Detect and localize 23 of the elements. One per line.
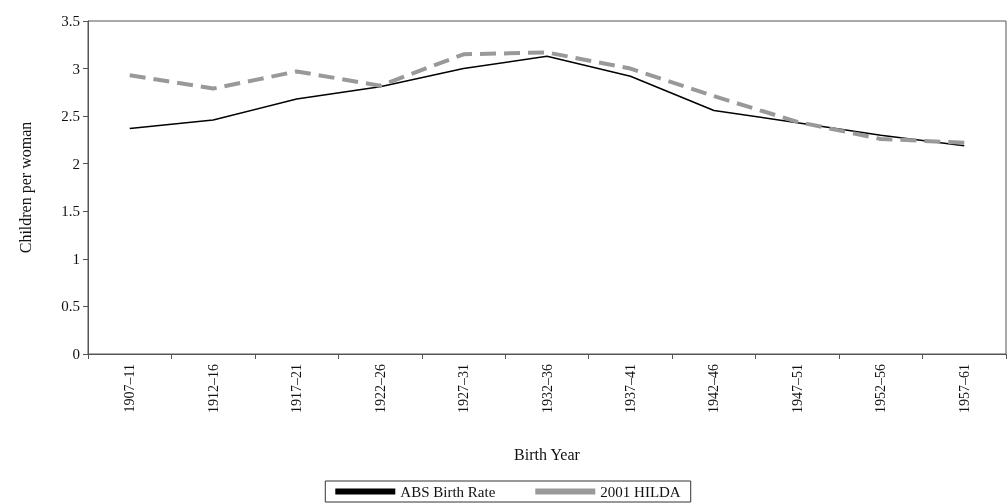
y-tick-label: 0.5 bbox=[61, 298, 80, 315]
y-tick-label: 1 bbox=[72, 250, 80, 267]
y-tick-label: 3.5 bbox=[61, 13, 80, 29]
x-tick-label: 1942–46 bbox=[706, 364, 722, 413]
legend-label: ABS Birth Rate bbox=[400, 483, 496, 500]
y-tick-label: 3 bbox=[72, 60, 80, 77]
x-tick-label: 1907–11 bbox=[122, 364, 138, 413]
x-tick-label: 1922–26 bbox=[372, 364, 388, 413]
legend-label: 2001 HILDA bbox=[600, 483, 681, 500]
x-tick-label: 1927–31 bbox=[456, 364, 472, 413]
y-tick-label: 1.5 bbox=[61, 203, 80, 220]
x-tick-label: 1947–51 bbox=[789, 364, 805, 413]
x-tick-label: 1932–36 bbox=[539, 364, 555, 413]
x-tick-label: 1937–41 bbox=[622, 364, 638, 413]
y-tick-label: 0 bbox=[72, 346, 80, 362]
x-tick-label: 1917–21 bbox=[289, 364, 305, 413]
x-tick-label: 1912–16 bbox=[205, 364, 221, 413]
x-tick-label: 1952–56 bbox=[873, 364, 889, 413]
y-tick-label: 2 bbox=[72, 155, 80, 172]
x-tick-label: 1957–61 bbox=[956, 364, 972, 413]
y-tick-label: 2.5 bbox=[61, 108, 80, 125]
x-axis-title: Birth Year bbox=[514, 445, 581, 463]
y-axis-title: Children per woman bbox=[16, 121, 35, 254]
